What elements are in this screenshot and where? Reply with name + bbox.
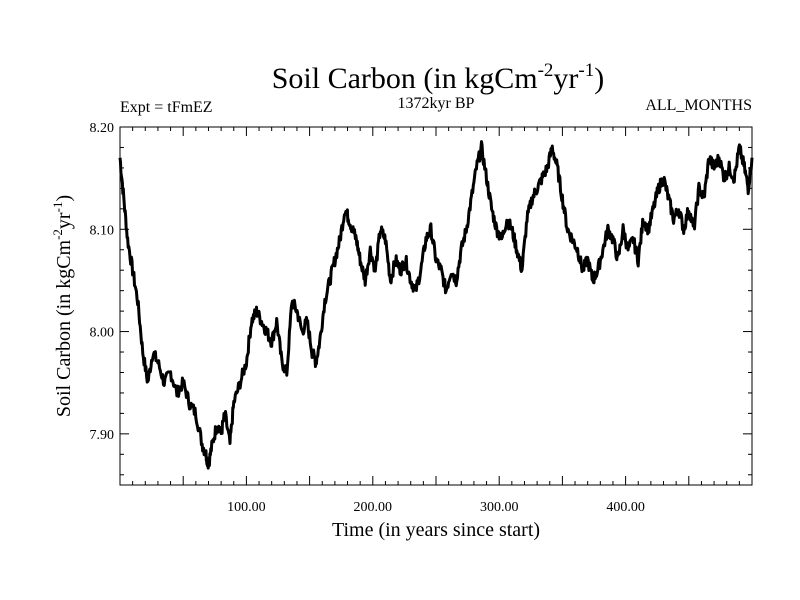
experiment-label: Expt = tFmEZ (120, 99, 213, 116)
chart-title: Soil Carbon (in kgCm-2yr-1) (272, 60, 605, 95)
x-tick-label: 100.00 (227, 500, 266, 515)
x-tick-label: 200.00 (354, 500, 393, 515)
y-axis-label: Soil Carbon (in kgCm-2yr-1) (50, 195, 75, 417)
tick-marks (120, 126, 752, 485)
months-label: ALL_MONTHS (645, 97, 752, 114)
y-tick-label: 8.00 (90, 326, 115, 341)
tick-labels: 100.00 200.00 300.00 400.00 7.90 8.00 8.10 8.20 (90, 121, 645, 515)
x-tick-label: 400.00 (606, 500, 645, 515)
y-tick-label: 8.20 (90, 121, 115, 136)
soil-carbon-series-line (118, 140, 754, 470)
x-tick-label: 300.00 (480, 500, 519, 515)
y-tick-label: 8.10 (90, 223, 115, 238)
y-tick-label: 7.90 (90, 428, 115, 443)
period-label: 1372kyr BP (398, 95, 475, 112)
x-axis-label: Time (in years since start) (332, 519, 540, 541)
